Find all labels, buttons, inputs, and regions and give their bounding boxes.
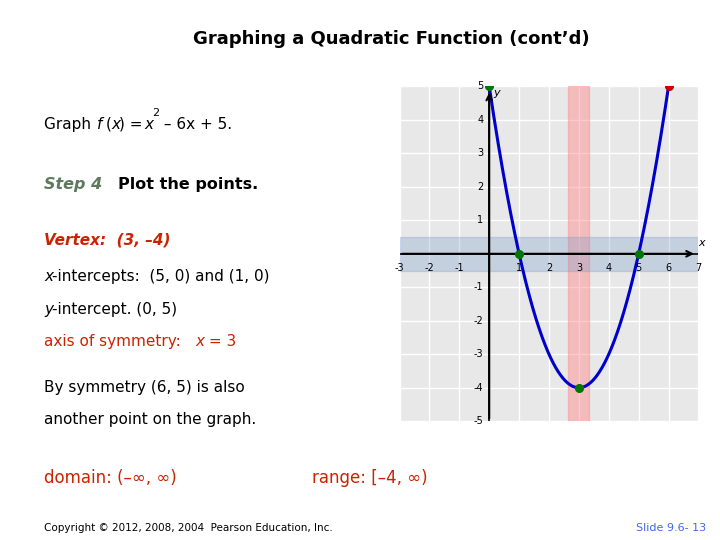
Text: f: f bbox=[96, 117, 102, 132]
Text: x: x bbox=[195, 334, 204, 349]
Text: x: x bbox=[698, 238, 705, 248]
Text: 1: 1 bbox=[516, 263, 522, 273]
Text: ) =: ) = bbox=[120, 117, 148, 132]
Text: range: [–4, ∞): range: [–4, ∞) bbox=[312, 469, 427, 487]
Text: Step 4: Step 4 bbox=[44, 177, 102, 192]
Text: (: ( bbox=[105, 117, 111, 132]
Text: -1: -1 bbox=[474, 282, 483, 292]
Text: Plot the points.: Plot the points. bbox=[118, 177, 258, 192]
Text: y: y bbox=[44, 302, 53, 316]
Text: x: x bbox=[44, 269, 53, 285]
Text: = 3: = 3 bbox=[204, 334, 236, 349]
Text: Vertex:  (3, –4): Vertex: (3, –4) bbox=[44, 232, 171, 247]
Text: 2: 2 bbox=[477, 182, 483, 192]
Text: 5: 5 bbox=[477, 82, 483, 91]
Text: 4: 4 bbox=[606, 263, 612, 273]
Text: x: x bbox=[112, 117, 121, 132]
Text: 2: 2 bbox=[152, 108, 159, 118]
Text: -intercept. (0, 5): -intercept. (0, 5) bbox=[53, 302, 178, 316]
Text: 3: 3 bbox=[477, 148, 483, 158]
Text: another point on the graph.: another point on the graph. bbox=[44, 413, 256, 428]
Bar bbox=[400, 237, 698, 271]
Text: – 6x + 5.: – 6x + 5. bbox=[159, 117, 232, 132]
Text: By symmetry (6, 5) is also: By symmetry (6, 5) is also bbox=[44, 380, 245, 395]
Text: 6: 6 bbox=[665, 263, 672, 273]
Text: Graph: Graph bbox=[44, 117, 96, 132]
Text: x: x bbox=[145, 117, 153, 132]
Text: 2: 2 bbox=[546, 263, 552, 273]
Text: -2: -2 bbox=[425, 263, 434, 273]
Text: domain: (–∞, ∞): domain: (–∞, ∞) bbox=[44, 469, 176, 487]
Text: axis of symmetry:: axis of symmetry: bbox=[44, 334, 191, 349]
Text: 7: 7 bbox=[696, 263, 701, 273]
Text: -2: -2 bbox=[474, 316, 483, 326]
Text: -3: -3 bbox=[474, 349, 483, 359]
Text: -3: -3 bbox=[395, 263, 405, 273]
Text: -intercepts:  (5, 0) and (1, 0): -intercepts: (5, 0) and (1, 0) bbox=[53, 269, 270, 285]
Text: 1: 1 bbox=[477, 215, 483, 225]
Text: y: y bbox=[492, 88, 500, 98]
Text: -5: -5 bbox=[474, 416, 483, 426]
Bar bbox=[568, 86, 590, 421]
Text: Slide 9.6-​ 13: Slide 9.6-​ 13 bbox=[636, 523, 706, 534]
Text: 4: 4 bbox=[477, 115, 483, 125]
Text: -1: -1 bbox=[454, 263, 464, 273]
Text: CLASSROOM
EXAMPLE 4: CLASSROOM EXAMPLE 4 bbox=[47, 25, 140, 53]
Text: -4: -4 bbox=[474, 383, 483, 393]
Text: 5: 5 bbox=[636, 263, 642, 273]
Text: Graphing a Quadratic Function (cont’d): Graphing a Quadratic Function (cont’d) bbox=[193, 30, 589, 48]
Text: 3: 3 bbox=[576, 263, 582, 273]
Text: Copyright © 2012, 2008, 2004  Pearson Education, Inc.: Copyright © 2012, 2008, 2004 Pearson Edu… bbox=[44, 523, 333, 534]
